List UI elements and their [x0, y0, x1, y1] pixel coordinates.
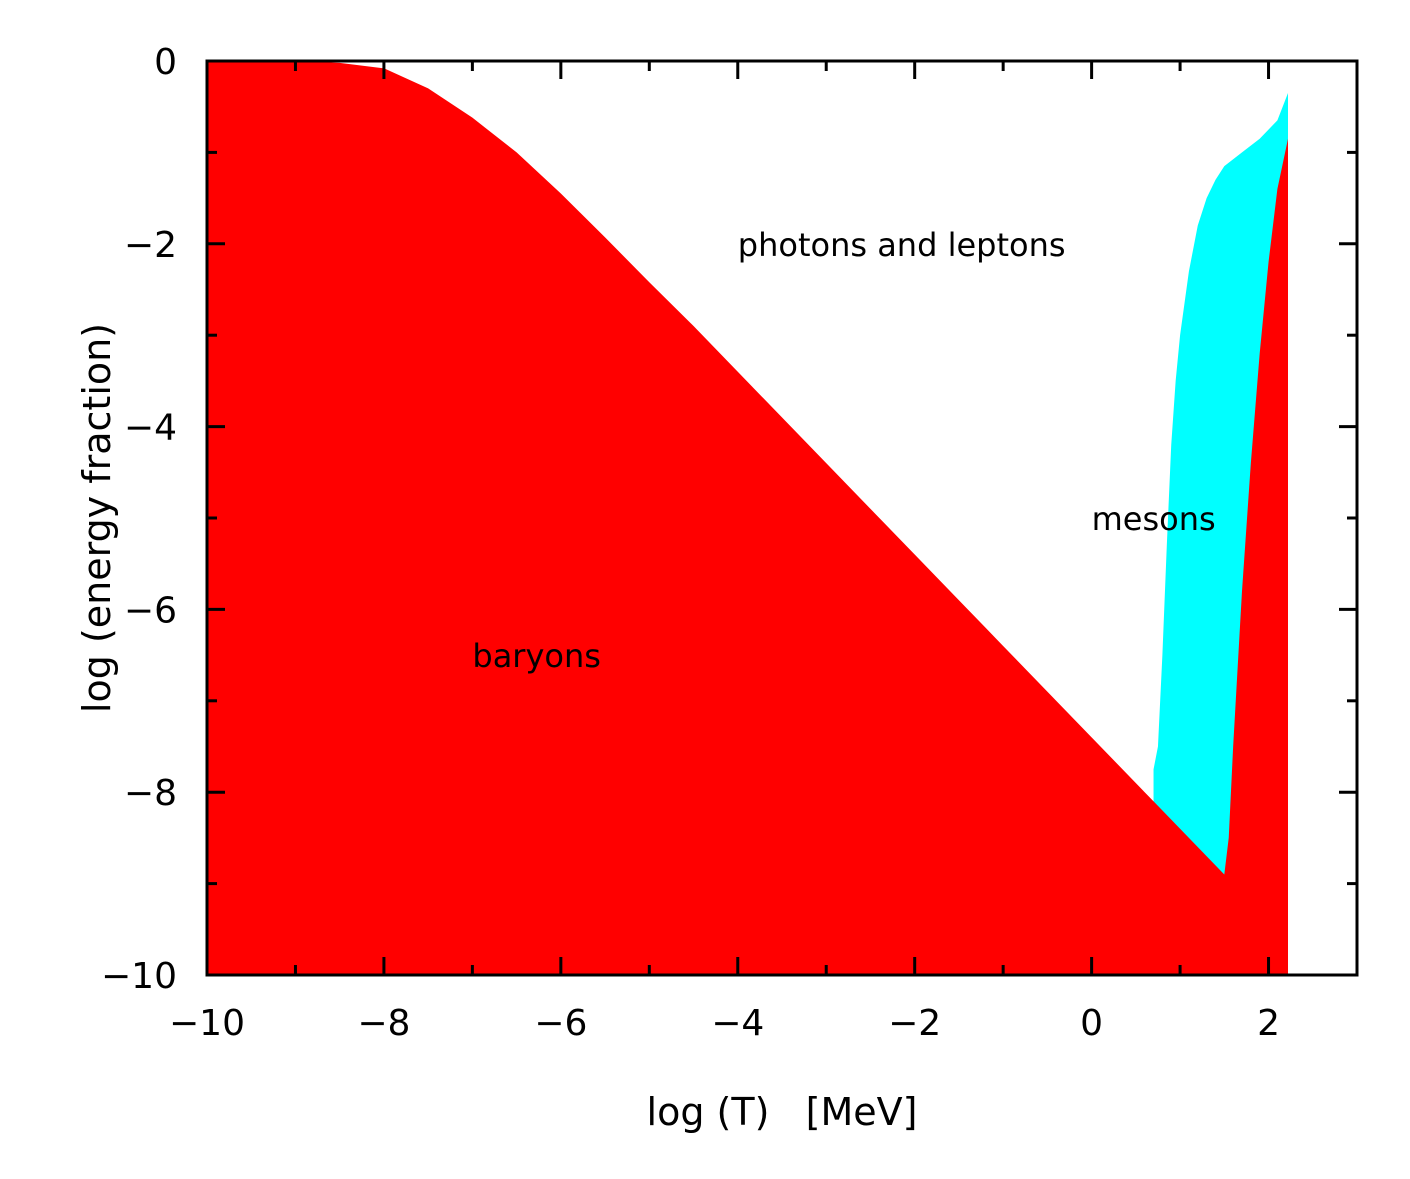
- x-tick-label: 2: [1257, 1003, 1280, 1044]
- x-tick-label: −6: [534, 1003, 587, 1044]
- y-tick-label: −10: [101, 956, 177, 997]
- y-tick-label: −4: [124, 408, 177, 449]
- x-axis-label: log (T) [MeV]: [647, 1090, 918, 1134]
- plot-area: [207, 61, 1288, 976]
- annotation-mesons: mesons: [1092, 500, 1216, 538]
- annotation-baryons: baryons: [472, 637, 601, 675]
- y-tick-label: 0: [154, 42, 177, 83]
- y-tick-label: −8: [124, 773, 177, 814]
- y-tick-label: −2: [124, 225, 177, 266]
- x-tick-label: 0: [1080, 1003, 1103, 1044]
- y-tick-label: −6: [124, 590, 177, 631]
- axes: −10 −8 −6 −4 −2 0 2 0 −2 −4 −6 −8 −10: [101, 42, 1359, 1044]
- annotations: photons and leptons mesons baryons: [472, 226, 1215, 675]
- x-tick-label: −2: [888, 1003, 941, 1044]
- series-area-baryons: [207, 61, 1288, 975]
- annotation-photons-and-leptons: photons and leptons: [738, 226, 1066, 264]
- x-tick-label: −4: [711, 1003, 764, 1044]
- x-tick-label: −8: [357, 1003, 410, 1044]
- x-tick-label: −10: [169, 1003, 245, 1044]
- y-axis-label: log (energy fraction): [75, 323, 119, 713]
